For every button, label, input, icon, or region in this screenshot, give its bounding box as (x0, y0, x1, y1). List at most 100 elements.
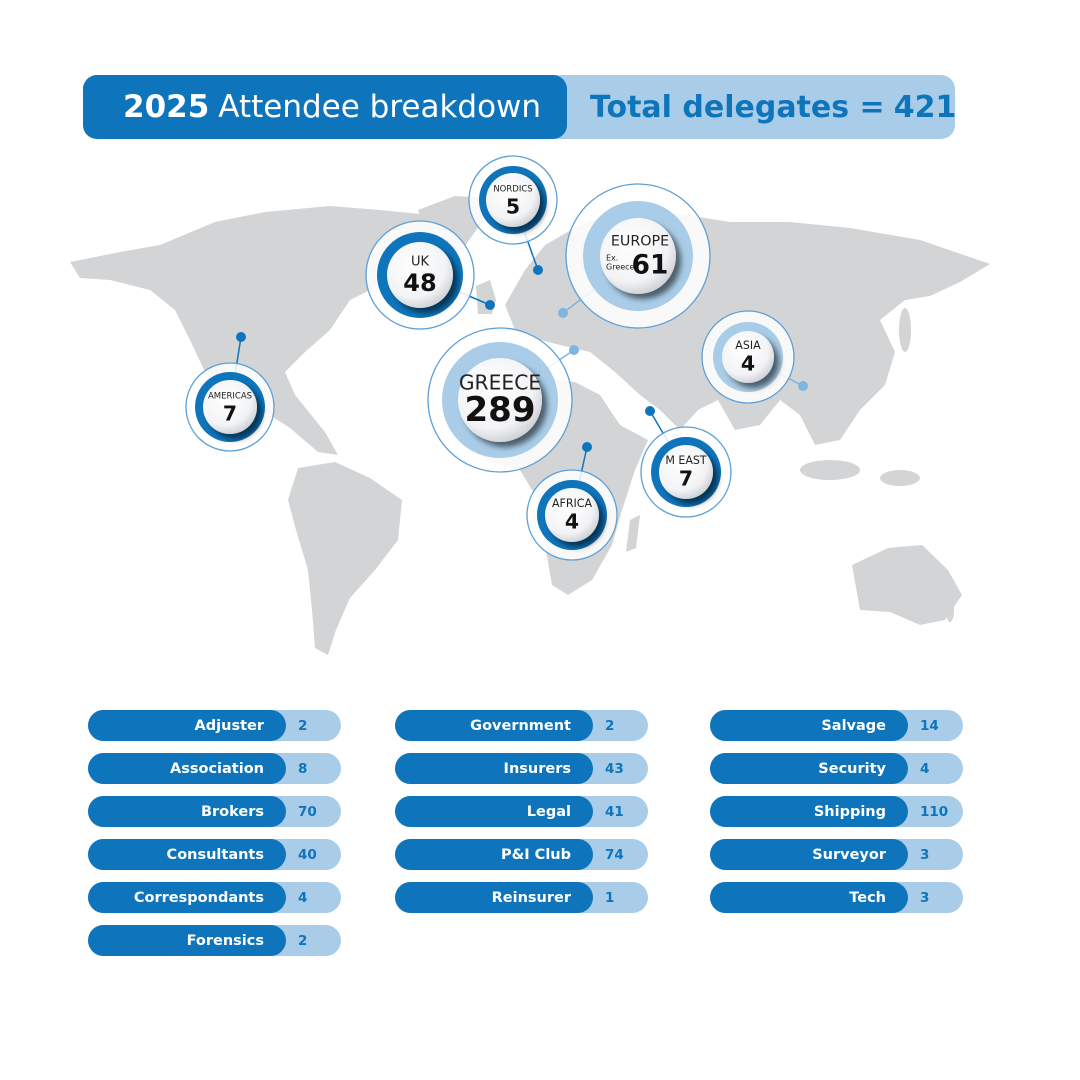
category-pill: Forensics 2 (88, 925, 341, 956)
region-name: AMERICAS (208, 391, 252, 401)
region-value: 7 (679, 467, 693, 491)
pill-label-bg (395, 839, 593, 870)
new-zealand (946, 598, 954, 622)
category-pill: Consultants 40 (88, 839, 341, 870)
category-pill: Brokers 70 (88, 796, 341, 827)
connector-dot (533, 265, 543, 275)
region-value: 61 (632, 249, 669, 280)
region-name: AFRICA (552, 497, 593, 510)
new-guinea (880, 470, 920, 486)
category-pill: P&I Club 74 (395, 839, 648, 870)
japan (899, 308, 911, 352)
header-title: 2025 Attendee breakdown (123, 89, 541, 125)
connector-dot (558, 308, 568, 318)
category-pill: Legal 41 (395, 796, 648, 827)
pill-label-bg (710, 882, 908, 913)
region-note: Greece (606, 263, 635, 272)
region-note: Ex. (606, 254, 618, 263)
region-name: ASIA (735, 339, 761, 352)
category-pill: Security 4 (710, 753, 963, 784)
pill-label-bg (395, 796, 593, 827)
indonesia (800, 460, 860, 480)
pill-label-bg (710, 796, 908, 827)
year: 2025 (123, 89, 209, 125)
region-value: 289 (465, 390, 536, 430)
inner-disk (458, 358, 542, 442)
category-pill: Correspondants 4 (88, 882, 341, 913)
category-label: Salvage (821, 718, 886, 734)
category-label: Legal (527, 804, 571, 820)
category-pill: Association 8 (88, 753, 341, 784)
south-america (288, 462, 402, 655)
connector-dot (645, 406, 655, 416)
category-value: 43 (605, 761, 624, 777)
category-value: 2 (298, 933, 307, 949)
connector-dot (798, 381, 808, 391)
inner-disk (203, 380, 257, 434)
region-name: EUROPE (611, 234, 669, 250)
category-value: 4 (920, 761, 929, 777)
pill-label-bg (88, 882, 286, 913)
category-value: 14 (920, 718, 939, 734)
category-label: Tech (849, 890, 886, 906)
region-bubbles: NORDICS5UK48EUROPEEx.Greece61GREECE289AS… (185, 155, 808, 561)
category-value: 40 (298, 847, 317, 863)
header: 2025 Attendee breakdown Total delegates =… (83, 75, 956, 139)
category-value: 1 (605, 890, 614, 906)
madagascar (626, 515, 640, 552)
category-pill: Adjuster 2 (88, 710, 341, 741)
total-value: 421 (894, 90, 957, 125)
title: Attendee breakdown (218, 89, 541, 125)
connector-dot (569, 345, 579, 355)
category-label: Surveyor (812, 847, 887, 863)
category-label: Government (470, 718, 571, 734)
pill-label-bg (710, 710, 908, 741)
category-label: Shipping (814, 804, 886, 820)
header-dark (83, 75, 567, 139)
connector-dot (236, 332, 246, 342)
pill-label-bg (710, 839, 908, 870)
category-value: 74 (605, 847, 624, 863)
pill-label-bg (88, 796, 286, 827)
category-label: Forensics (187, 933, 264, 949)
category-pill: Insurers 43 (395, 753, 648, 784)
category-value: 4 (298, 890, 307, 906)
inner-disk (722, 331, 774, 383)
inner-disk (545, 488, 599, 542)
inner-disk (486, 173, 540, 227)
pill-label-bg (88, 839, 286, 870)
category-pill: Salvage 14 (710, 710, 963, 741)
region-value: 4 (565, 510, 579, 534)
pill-label-bg (395, 753, 593, 784)
inner-disk (600, 218, 676, 294)
pill-label-bg (395, 710, 593, 741)
category-pill: Tech 3 (710, 882, 963, 913)
pill-label-bg (88, 925, 286, 956)
connector-dot (582, 442, 592, 452)
category-value: 70 (298, 804, 317, 820)
region-value: 7 (223, 402, 237, 426)
category-value: 3 (920, 890, 929, 906)
pill-label-bg (88, 710, 286, 741)
category-value: 8 (298, 761, 307, 777)
category-pill: Government 2 (395, 710, 648, 741)
category-value: 2 (605, 718, 614, 734)
category-label: Reinsurer (492, 890, 572, 906)
australia (852, 545, 962, 625)
category-label: Correspondants (134, 890, 264, 906)
pill-label-bg (88, 753, 286, 784)
category-label: P&I Club (501, 847, 571, 863)
total: Total delegates = 421 (590, 90, 956, 125)
category-value: 2 (298, 718, 307, 734)
category-pill: Surveyor 3 (710, 839, 963, 870)
category-label: Brokers (201, 804, 264, 820)
category-value: 41 (605, 804, 624, 820)
